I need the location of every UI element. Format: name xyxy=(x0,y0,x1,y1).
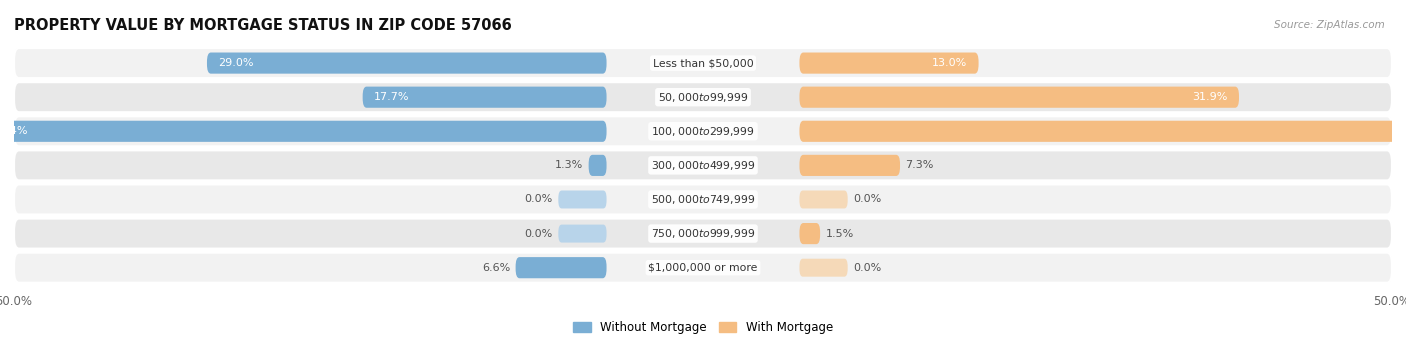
Text: $750,000 to $999,999: $750,000 to $999,999 xyxy=(651,227,755,240)
Text: $500,000 to $749,999: $500,000 to $749,999 xyxy=(651,193,755,206)
Text: $1,000,000 or more: $1,000,000 or more xyxy=(648,263,758,273)
FancyBboxPatch shape xyxy=(14,82,1392,112)
FancyBboxPatch shape xyxy=(800,155,900,176)
Text: Source: ZipAtlas.com: Source: ZipAtlas.com xyxy=(1274,20,1385,30)
FancyBboxPatch shape xyxy=(14,150,1392,180)
Text: 29.0%: 29.0% xyxy=(218,58,253,68)
Text: 0.0%: 0.0% xyxy=(524,194,553,205)
FancyBboxPatch shape xyxy=(558,191,606,208)
Text: 0.0%: 0.0% xyxy=(524,228,553,239)
FancyBboxPatch shape xyxy=(363,87,606,108)
Text: $50,000 to $99,999: $50,000 to $99,999 xyxy=(658,91,748,104)
FancyBboxPatch shape xyxy=(800,191,848,208)
FancyBboxPatch shape xyxy=(800,53,979,74)
FancyBboxPatch shape xyxy=(800,121,1406,142)
Text: 13.0%: 13.0% xyxy=(932,58,967,68)
Text: 17.7%: 17.7% xyxy=(374,92,409,102)
Text: 7.3%: 7.3% xyxy=(905,160,934,170)
FancyBboxPatch shape xyxy=(0,121,606,142)
Text: 45.4%: 45.4% xyxy=(0,126,28,136)
FancyBboxPatch shape xyxy=(558,225,606,242)
FancyBboxPatch shape xyxy=(800,223,820,244)
FancyBboxPatch shape xyxy=(14,253,1392,283)
FancyBboxPatch shape xyxy=(589,155,606,176)
FancyBboxPatch shape xyxy=(14,48,1392,78)
Text: 31.9%: 31.9% xyxy=(1192,92,1227,102)
Text: 0.0%: 0.0% xyxy=(853,194,882,205)
FancyBboxPatch shape xyxy=(14,116,1392,146)
Text: Less than $50,000: Less than $50,000 xyxy=(652,58,754,68)
Text: 1.5%: 1.5% xyxy=(825,228,853,239)
FancyBboxPatch shape xyxy=(800,87,1239,108)
FancyBboxPatch shape xyxy=(14,184,1392,214)
FancyBboxPatch shape xyxy=(516,257,606,278)
Text: 0.0%: 0.0% xyxy=(853,263,882,273)
FancyBboxPatch shape xyxy=(800,259,848,277)
Text: 6.6%: 6.6% xyxy=(482,263,510,273)
Text: $100,000 to $299,999: $100,000 to $299,999 xyxy=(651,125,755,138)
Text: $300,000 to $499,999: $300,000 to $499,999 xyxy=(651,159,755,172)
Text: PROPERTY VALUE BY MORTGAGE STATUS IN ZIP CODE 57066: PROPERTY VALUE BY MORTGAGE STATUS IN ZIP… xyxy=(14,18,512,33)
FancyBboxPatch shape xyxy=(14,219,1392,249)
Legend: Without Mortgage, With Mortgage: Without Mortgage, With Mortgage xyxy=(568,316,838,339)
Text: 1.3%: 1.3% xyxy=(555,160,583,170)
FancyBboxPatch shape xyxy=(207,53,606,74)
Text: 46.4%: 46.4% xyxy=(1392,126,1406,136)
